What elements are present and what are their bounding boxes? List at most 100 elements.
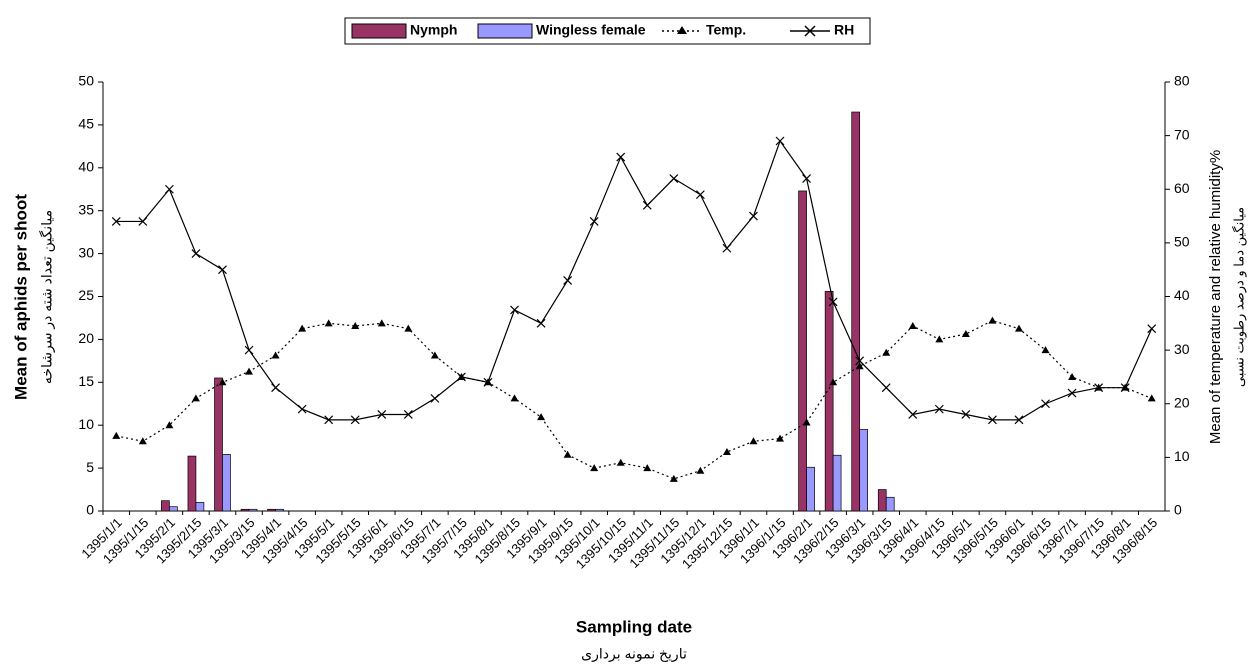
marker [430,351,439,359]
marker [1041,346,1050,354]
marker [138,437,147,445]
bar [267,508,276,512]
y-tick-label: 40 [78,159,94,175]
marker [351,321,360,329]
marker [669,174,679,183]
legend-box [344,17,871,45]
marker [165,421,174,429]
y-tick-label: 5 [86,459,94,475]
marker [1041,399,1050,409]
marker [1147,394,1156,402]
y-axis-title: Mean of aphids per shoot [11,194,30,400]
marker [855,362,864,370]
marker [510,305,519,315]
bar [161,500,170,512]
bar [214,377,223,512]
y-tick-label: 25 [78,287,94,303]
marker [191,394,200,402]
marker [1014,324,1023,332]
bar [248,508,258,512]
marker [244,345,254,355]
marker [1094,383,1104,393]
marker [961,330,970,338]
marker [563,275,573,285]
marker [483,377,493,387]
bar [824,291,834,512]
y-tick-label: 50 [78,73,94,89]
bar [877,489,887,512]
marker [377,319,386,327]
marker [298,324,307,332]
marker [138,217,148,226]
marker [882,348,891,356]
marker [802,418,811,426]
bar [195,502,205,512]
y-tick-label: 0 [86,502,94,518]
marker [616,458,625,466]
y2-axis-subtitle: میانگین دما و درصد رطوبت نسبی [1231,207,1247,387]
marker [988,316,997,324]
y-tick-label: 35 [78,201,94,217]
marker [218,265,227,275]
marker [563,450,572,458]
marker [245,367,254,375]
legend-marker [804,25,816,37]
marker [855,356,865,366]
marker [1014,415,1024,425]
x-axis-title: Sampling date [576,617,692,636]
legend-swatch [351,23,407,39]
marker [271,383,280,393]
bar [859,429,868,512]
marker [324,319,333,327]
marker [457,372,466,382]
line [116,319,1152,480]
bar [851,111,861,512]
marker [908,321,917,329]
y2-axis-title: Mean of temperature and relative humidit… [1207,150,1224,444]
marker [829,378,838,386]
marker [775,136,785,146]
bar [806,466,815,512]
marker [111,217,121,226]
legend-marker [677,26,687,34]
marker [722,243,732,253]
x-axis-subtitle: تاریخ نمونه برداری [581,646,687,663]
marker [403,410,413,419]
bar [240,508,250,512]
bar [275,508,284,512]
y2-tick-label: 70 [1174,126,1190,142]
marker [589,217,599,226]
y2-tick-label: 20 [1174,394,1190,410]
line [116,139,1153,421]
y2-tick-label: 0 [1174,502,1182,518]
marker [112,431,121,439]
legend-label: RH [834,22,854,38]
bar [832,454,842,512]
y-tick-label: 15 [78,373,94,389]
marker [191,249,201,259]
marker [164,184,174,194]
marker [828,297,838,307]
y2-tick-label: 50 [1174,234,1190,250]
marker [510,394,519,402]
marker [988,415,997,425]
marker [430,393,440,403]
marker [1067,388,1077,398]
legend-label: Temp. [706,22,746,38]
bar [885,496,895,512]
marker [669,474,678,482]
marker [881,383,891,393]
marker [377,410,387,419]
marker [935,335,944,343]
marker [643,464,652,472]
y-tick-label: 20 [78,330,94,346]
marker [749,437,758,445]
y2-tick-label: 30 [1174,341,1190,357]
marker [271,351,280,359]
marker [696,466,705,474]
marker [404,324,413,332]
y2-tick-label: 10 [1174,448,1190,464]
marker [537,413,546,421]
marker [695,190,705,200]
marker [218,378,227,386]
